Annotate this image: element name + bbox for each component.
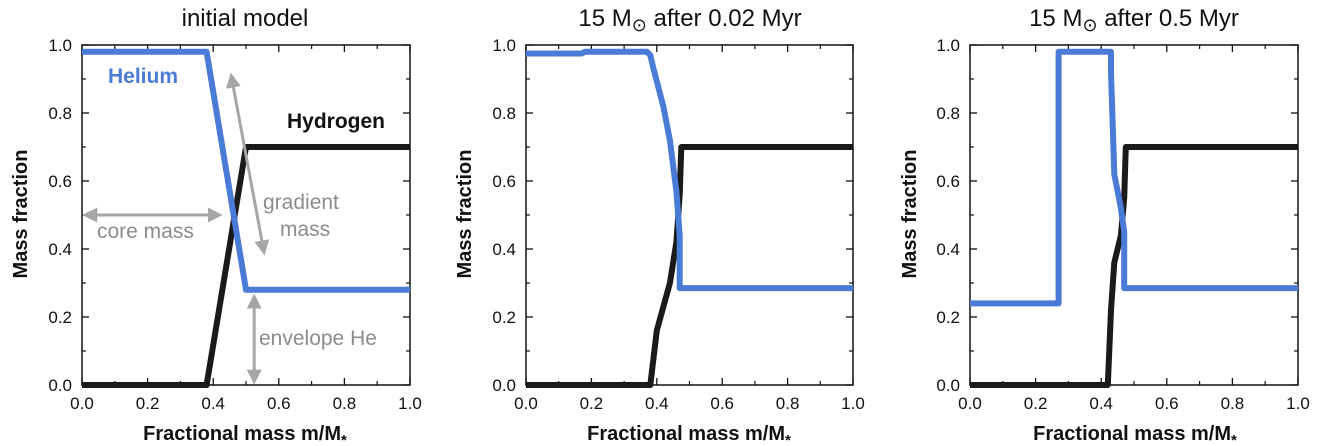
x-tick-label: 1.0 (841, 394, 865, 413)
chart-title: 15 M⊙ after 0.5 Myr (1029, 5, 1239, 35)
x-tick-label: 0.4 (201, 394, 225, 413)
title-mass: 15 M (578, 5, 631, 32)
sun-symbol: ⊙ (632, 15, 647, 35)
series-label-hydrogen: Hydrogen (287, 110, 385, 133)
y-tick-label: 0.2 (936, 308, 960, 327)
x-tick-label: 0.6 (710, 394, 734, 413)
y-tick-label: 0.4 (48, 240, 72, 259)
x-tick-label: 0.6 (1155, 394, 1179, 413)
x-axis-label: Fractional mass m/M* (587, 423, 791, 446)
y-tick-label: 0.2 (492, 308, 516, 327)
y-tick-label: 0.8 (48, 104, 72, 123)
x-tick-label: 0.2 (580, 394, 604, 413)
y-tick-label: 0.0 (492, 376, 516, 395)
y-tick-label: 0.6 (48, 172, 72, 191)
x-tick-label: 0.4 (1089, 394, 1113, 413)
x-axis-label-main: Fractional mass m/M (1033, 423, 1231, 445)
chart-title: 15 M⊙ after 0.02 Myr (578, 5, 801, 35)
hydrogen-line (970, 144, 1298, 388)
x-axis-label-main: Fractional mass m/M (587, 423, 785, 445)
hydrogen-line (82, 144, 410, 388)
y-axis-label: Mass fraction (10, 150, 32, 279)
x-tick-label: 0.0 (514, 394, 538, 413)
x-axis-label-sub: * (1231, 432, 1237, 446)
x-axis-label-sub: * (341, 432, 347, 446)
x-axis-label: Fractional mass m/M* (1033, 423, 1237, 446)
annotation-core-mass: core mass (97, 220, 194, 243)
x-tick-label: 0.8 (1221, 394, 1245, 413)
panel-after-0-02-myr: 15 M⊙ after 0.02 Myr 0.00.0 0.2 0.2 0.4 0.4 0… (454, 5, 865, 446)
x-tick-label: 1.0 (398, 394, 422, 413)
x-tick-label: 0.0 (70, 394, 94, 413)
plot-frame (525, 44, 854, 386)
helium-line (526, 48, 853, 292)
sun-symbol: ⊙ (1082, 15, 1097, 35)
x-tick-label: 1.0 (1286, 394, 1310, 413)
annotation-gradient: gradient (263, 191, 339, 214)
x-tick-label: 0.8 (333, 394, 357, 413)
plot-frame (969, 44, 1299, 386)
y-axis-label: Mass fraction (454, 150, 476, 279)
y-tick-label: 0.4 (936, 240, 960, 259)
x-axis-label-main: Fractional mass m/M (143, 423, 341, 445)
x-axis-label-sub: * (785, 432, 791, 446)
x-tick-label: 0.0 (958, 394, 982, 413)
y-tick-label: 1.0 (48, 36, 72, 55)
annotation-mass: mass (280, 218, 330, 241)
x-axis-label: Fractional mass m/M* (143, 423, 347, 446)
hydrogen-line (526, 144, 853, 388)
series-label-helium: Helium (108, 65, 178, 88)
x-tick-label: 0.6 (267, 394, 291, 413)
y-tick-label: 1.0 (936, 36, 960, 55)
title-time: after 0.5 Myr (1098, 5, 1239, 32)
panel-initial-model: initial model 0.00.0 0.2 0.2 0.4 0.4 0.6 0.6 0.… (10, 5, 422, 446)
x-tick-label: 0.8 (776, 394, 800, 413)
x-tick-label: 0.2 (136, 394, 160, 413)
x-tick-label: 0.2 (1024, 394, 1048, 413)
y-axis-label: Mass fraction (899, 150, 921, 279)
y-tick-label: 0.0 (936, 376, 960, 395)
gradient-mass-arrow (226, 72, 270, 256)
y-tick-label: 0.4 (492, 240, 516, 259)
y-tick-label: 0.6 (936, 172, 960, 191)
y-tick-label: 0.8 (936, 104, 960, 123)
y-tick-label: 1.0 (492, 36, 516, 55)
helium-line (970, 48, 1298, 307)
chart-title: initial model (182, 5, 309, 32)
y-tick-label: 0.8 (492, 104, 516, 123)
annotation-envelope-he: envelope He (259, 327, 377, 350)
y-tick-label: 0.6 (492, 172, 516, 191)
panel-after-0-5-myr: 15 M⊙ after 0.5 Myr 0.00.0 0.2 0.2 0.4 0.4 0.… (899, 5, 1310, 446)
y-tick-label: 0.0 (48, 376, 72, 395)
title-time: after 0.02 Myr (647, 5, 802, 32)
y-tick-label: 0.2 (48, 308, 72, 327)
title-mass: 15 M (1029, 5, 1082, 32)
x-tick-label: 0.4 (645, 394, 669, 413)
